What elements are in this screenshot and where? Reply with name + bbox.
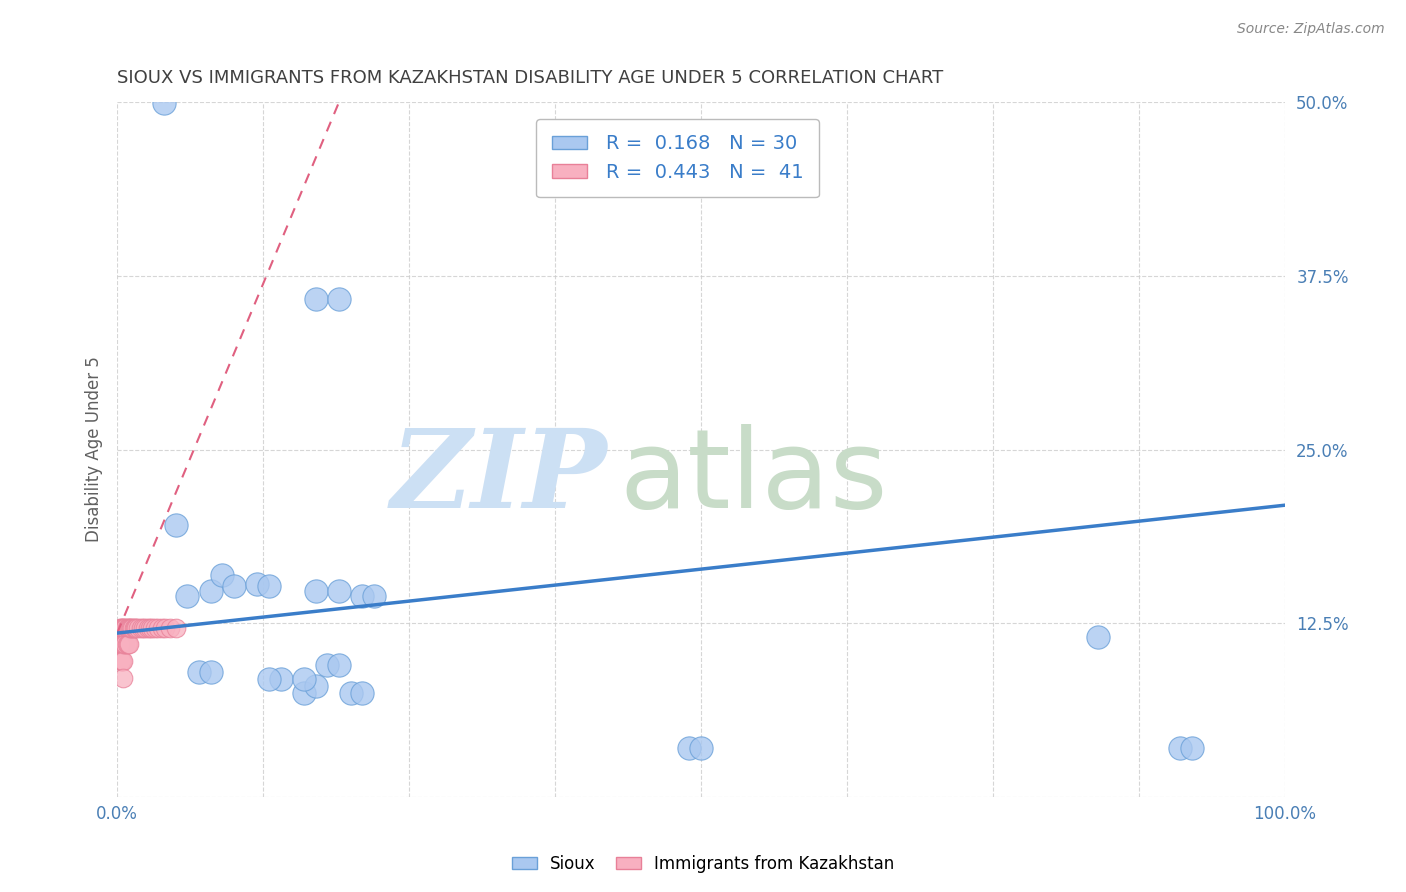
Point xyxy=(122,621,145,635)
Point xyxy=(257,672,280,686)
Point xyxy=(117,621,139,635)
Point xyxy=(124,621,146,635)
Point xyxy=(176,589,198,603)
Point xyxy=(117,637,139,651)
Point xyxy=(305,679,328,693)
Point xyxy=(110,637,132,651)
Point xyxy=(112,637,135,651)
Point xyxy=(132,621,155,635)
Point xyxy=(1168,741,1191,756)
Point xyxy=(200,584,222,599)
Text: Source: ZipAtlas.com: Source: ZipAtlas.com xyxy=(1237,22,1385,37)
Point xyxy=(146,621,169,635)
Y-axis label: Disability Age Under 5: Disability Age Under 5 xyxy=(86,357,103,542)
Point xyxy=(352,589,374,603)
Point xyxy=(316,658,339,673)
Point xyxy=(328,658,350,673)
Point xyxy=(270,672,292,686)
Point xyxy=(1181,741,1204,756)
Point xyxy=(111,654,134,668)
Point xyxy=(112,621,135,635)
Point xyxy=(153,621,176,635)
Legend: R =  0.168   N = 30, R =  0.443   N =  41: R = 0.168 N = 30, R = 0.443 N = 41 xyxy=(536,119,820,197)
Point xyxy=(159,621,181,635)
Point xyxy=(292,686,315,700)
Point xyxy=(150,621,173,635)
Point xyxy=(339,686,361,700)
Point xyxy=(110,654,132,668)
Point xyxy=(112,654,135,668)
Point xyxy=(120,621,142,635)
Point xyxy=(118,621,141,635)
Text: ZIP: ZIP xyxy=(391,424,607,531)
Point xyxy=(115,637,138,651)
Point xyxy=(111,637,134,651)
Point xyxy=(129,621,152,635)
Point xyxy=(211,567,233,582)
Point xyxy=(136,621,159,635)
Point xyxy=(112,637,135,651)
Text: atlas: atlas xyxy=(620,424,887,531)
Point xyxy=(125,621,148,635)
Point xyxy=(143,621,166,635)
Text: SIOUX VS IMMIGRANTS FROM KAZAKHSTAN DISABILITY AGE UNDER 5 CORRELATION CHART: SIOUX VS IMMIGRANTS FROM KAZAKHSTAN DISA… xyxy=(117,69,943,87)
Point xyxy=(246,577,269,591)
Point xyxy=(114,637,136,651)
Point xyxy=(200,665,222,679)
Point xyxy=(141,621,163,635)
Point xyxy=(115,621,138,635)
Point xyxy=(222,579,245,593)
Point xyxy=(305,584,328,599)
Point xyxy=(187,665,209,679)
Point xyxy=(257,579,280,593)
Point xyxy=(108,637,131,651)
Point xyxy=(305,293,328,307)
Point xyxy=(292,672,315,686)
Point xyxy=(127,621,149,635)
Point xyxy=(110,621,132,635)
Point xyxy=(363,589,385,603)
Point xyxy=(112,621,135,635)
Point xyxy=(165,621,187,635)
Point xyxy=(153,96,176,111)
Legend: Sioux, Immigrants from Kazakhstan: Sioux, Immigrants from Kazakhstan xyxy=(505,848,901,880)
Point xyxy=(134,621,156,635)
Point xyxy=(112,671,135,685)
Point xyxy=(114,621,136,635)
Point xyxy=(108,621,131,635)
Point xyxy=(118,637,141,651)
Point xyxy=(352,686,374,700)
Point xyxy=(328,293,350,307)
Point xyxy=(328,584,350,599)
Point xyxy=(118,621,141,635)
Point xyxy=(139,621,162,635)
Point xyxy=(165,517,187,532)
Point xyxy=(111,621,134,635)
Point xyxy=(678,741,700,756)
Point xyxy=(690,741,713,756)
Point xyxy=(121,621,143,635)
Point xyxy=(1087,630,1109,644)
